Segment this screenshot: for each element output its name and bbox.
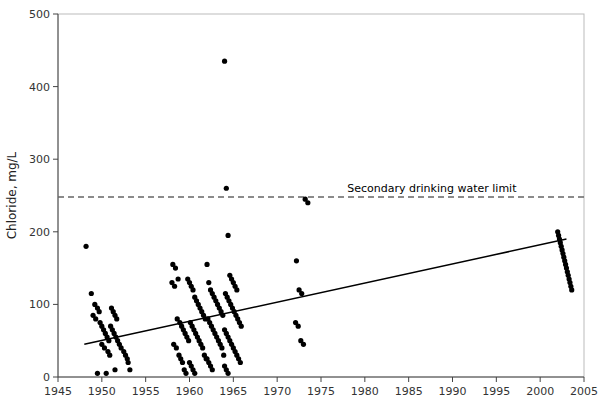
x-tick [584, 377, 585, 382]
y-tick-label: 200 [29, 226, 50, 239]
plot-area [58, 59, 584, 376]
x-tick [58, 377, 59, 382]
y-tick-label: 500 [29, 8, 50, 21]
x-tick [277, 377, 278, 382]
x-tick [145, 377, 146, 382]
x-tick [408, 377, 409, 382]
trend-line [84, 239, 566, 344]
scatter-point [206, 280, 211, 285]
x-tick [321, 377, 322, 382]
scatter-point [569, 287, 574, 292]
x-tick-label: 2000 [526, 385, 554, 398]
x-tick [101, 377, 102, 382]
scatter-point [200, 345, 205, 350]
x-tick-label: 1975 [307, 385, 335, 398]
scatter-point [210, 367, 215, 372]
y-tick [53, 377, 58, 378]
x-tick-label: 1990 [439, 385, 467, 398]
y-tick-label: 0 [43, 371, 50, 384]
scatter-point [95, 371, 100, 376]
x-tick-label: 1965 [219, 385, 247, 398]
x-tick [496, 377, 497, 382]
x-tick [233, 377, 234, 382]
scatter-point [225, 233, 230, 238]
reference-line [58, 196, 584, 198]
scatter-point [176, 276, 181, 281]
scatter-point [126, 360, 131, 365]
scatter-point [97, 309, 102, 314]
scatter-point [221, 353, 226, 358]
scatter-point [222, 59, 227, 64]
x-tick-label: 1980 [351, 385, 379, 398]
y-tick-label: 300 [29, 153, 50, 166]
reference-line-label: Secondary drinking water limit [347, 182, 517, 195]
scatter-point [239, 324, 244, 329]
scatter-point [174, 345, 179, 350]
x-tick-label: 1970 [263, 385, 291, 398]
chart-svg: 1945 1950 1955 1960 1965 1970 1975 1980 1985 1990… [0, 0, 600, 407]
scatter-point [172, 284, 177, 289]
scatter-point [127, 367, 132, 372]
y-tick [53, 159, 58, 160]
y-tick [53, 14, 58, 15]
y-tick-label: 100 [29, 298, 50, 311]
scatter-point [296, 324, 301, 329]
scatter-point [186, 338, 191, 343]
y-axis-line [58, 14, 59, 377]
scatter-point [180, 360, 185, 365]
x-tick [364, 377, 365, 382]
scatter-point [299, 291, 304, 296]
scatter-point [294, 258, 299, 263]
scatter-point [173, 266, 178, 271]
scatter-point [204, 262, 209, 267]
scatter-point [219, 345, 224, 350]
x-tick-label: 1960 [176, 385, 204, 398]
x-tick [189, 377, 190, 382]
x-tick-label: 2005 [570, 385, 598, 398]
scatter-point [83, 244, 88, 249]
x-tick [540, 377, 541, 382]
y-axis-label: Chloride, mg/L [5, 151, 19, 239]
x-tick [452, 377, 453, 382]
scatter-point [224, 186, 229, 191]
plot-frame [58, 14, 584, 377]
chart-container: 1945 1950 1955 1960 1965 1970 1975 1980 1985 1990… [0, 0, 600, 407]
scatter-point [107, 353, 112, 358]
scatter-point [190, 287, 195, 292]
scatter-point [238, 360, 243, 365]
scatter-point [112, 367, 117, 372]
scatter-point [305, 200, 310, 205]
x-tick-label: 1995 [482, 385, 510, 398]
y-tick [53, 231, 58, 232]
scatter-point [192, 371, 197, 376]
x-tick-label: 1955 [132, 385, 160, 398]
y-tick-label: 400 [29, 81, 50, 94]
x-tick-label: 1985 [395, 385, 423, 398]
scatter-point [93, 316, 98, 321]
x-tick-label: 1950 [88, 385, 116, 398]
scatter-point [234, 287, 239, 292]
scatter-point [89, 291, 94, 296]
scatter-point [225, 371, 230, 376]
y-tick [53, 304, 58, 305]
scatter-point [114, 316, 119, 321]
scatter-point [104, 371, 109, 376]
scatter-point [183, 371, 188, 376]
x-tick-label: 1945 [44, 385, 72, 398]
scatter-point [301, 342, 306, 347]
y-tick [53, 86, 58, 87]
